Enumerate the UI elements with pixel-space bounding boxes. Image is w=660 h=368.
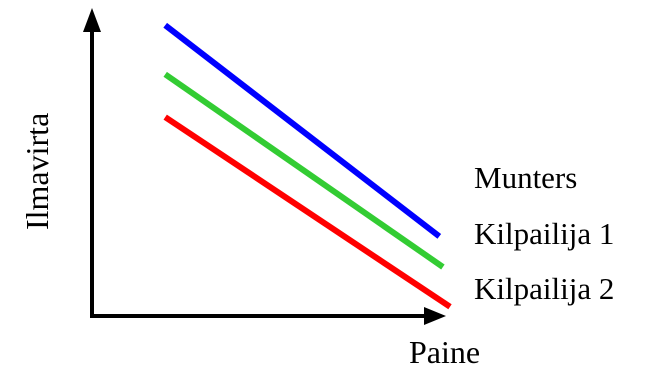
series-label-kilpailija-2: Kilpailija 2 [474,271,614,306]
series-line-munters [163,22,442,239]
y-axis-title: Ilmavirta [19,113,55,230]
series-label-kilpailija-1: Kilpailija 1 [474,216,614,251]
series-label-munters: Munters [474,160,577,195]
series-labels: Munters Kilpailija 1 Kilpailija 2 [474,160,614,306]
x-axis-arrow [424,307,446,325]
y-axis-arrow [83,8,101,32]
series-line-kilpailija-2 [163,114,452,310]
axes [83,8,446,325]
series-lines [163,22,452,310]
series-line-kilpailija-1 [163,71,445,270]
x-axis-title: Paine [409,334,480,368]
